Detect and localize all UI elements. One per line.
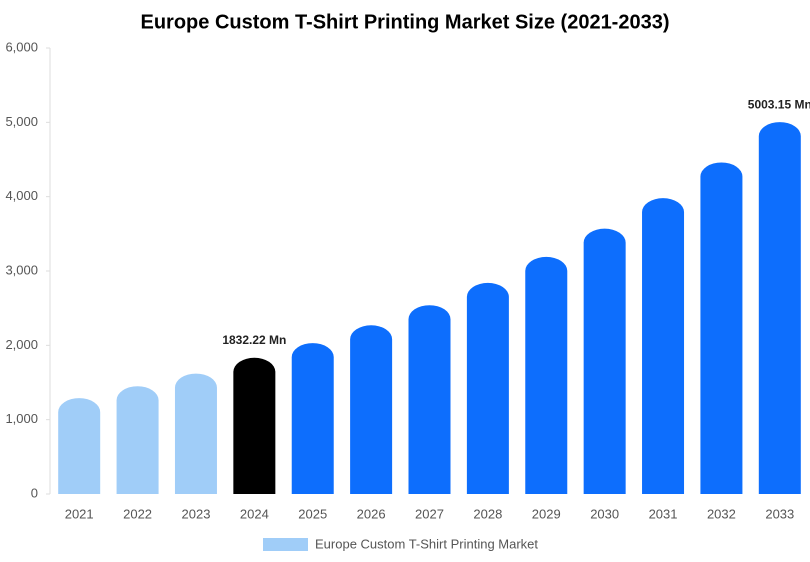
x-tick-label: 2021 <box>65 506 94 521</box>
bar <box>291 343 334 494</box>
x-tick-label: 2024 <box>240 506 269 521</box>
bar <box>174 373 217 494</box>
x-tick-label: 2026 <box>357 506 386 521</box>
y-tick-label: 5,000 <box>5 114 38 129</box>
y-tick-label: 4,000 <box>5 188 38 203</box>
x-tick-label: 2023 <box>182 506 211 521</box>
bar <box>408 305 451 494</box>
x-tick-label: 2025 <box>298 506 327 521</box>
value-label: 5003.15 Mn <box>748 97 810 111</box>
x-tick-label: 2029 <box>532 506 561 521</box>
bar <box>583 228 626 494</box>
bar <box>525 256 568 494</box>
legend-label: Europe Custom T-Shirt Printing Market <box>315 536 538 551</box>
x-tick-label: 2033 <box>765 506 794 521</box>
value-label: 1832.22 Mn <box>222 333 286 347</box>
x-tick-label: 2027 <box>415 506 444 521</box>
bar <box>116 386 159 494</box>
y-tick-label: 3,000 <box>5 262 38 277</box>
x-tick-label: 2028 <box>473 506 502 521</box>
bar <box>233 357 276 494</box>
y-tick-label: 2,000 <box>5 337 38 352</box>
y-tick-label: 0 <box>31 485 38 500</box>
bar <box>350 325 393 494</box>
bar <box>758 122 801 495</box>
bar <box>642 198 685 494</box>
y-tick-label: 6,000 <box>5 39 38 54</box>
x-tick-label: 2022 <box>123 506 152 521</box>
x-tick-label: 2030 <box>590 506 619 521</box>
x-tick-label: 2031 <box>649 506 678 521</box>
x-tick-label: 2032 <box>707 506 736 521</box>
y-tick-label: 1,000 <box>5 411 38 426</box>
bar <box>58 398 101 494</box>
bar <box>700 162 743 494</box>
bar <box>466 282 509 494</box>
chart-title: Europe Custom T-Shirt Printing Market Si… <box>140 11 669 33</box>
legend-swatch <box>263 538 308 551</box>
